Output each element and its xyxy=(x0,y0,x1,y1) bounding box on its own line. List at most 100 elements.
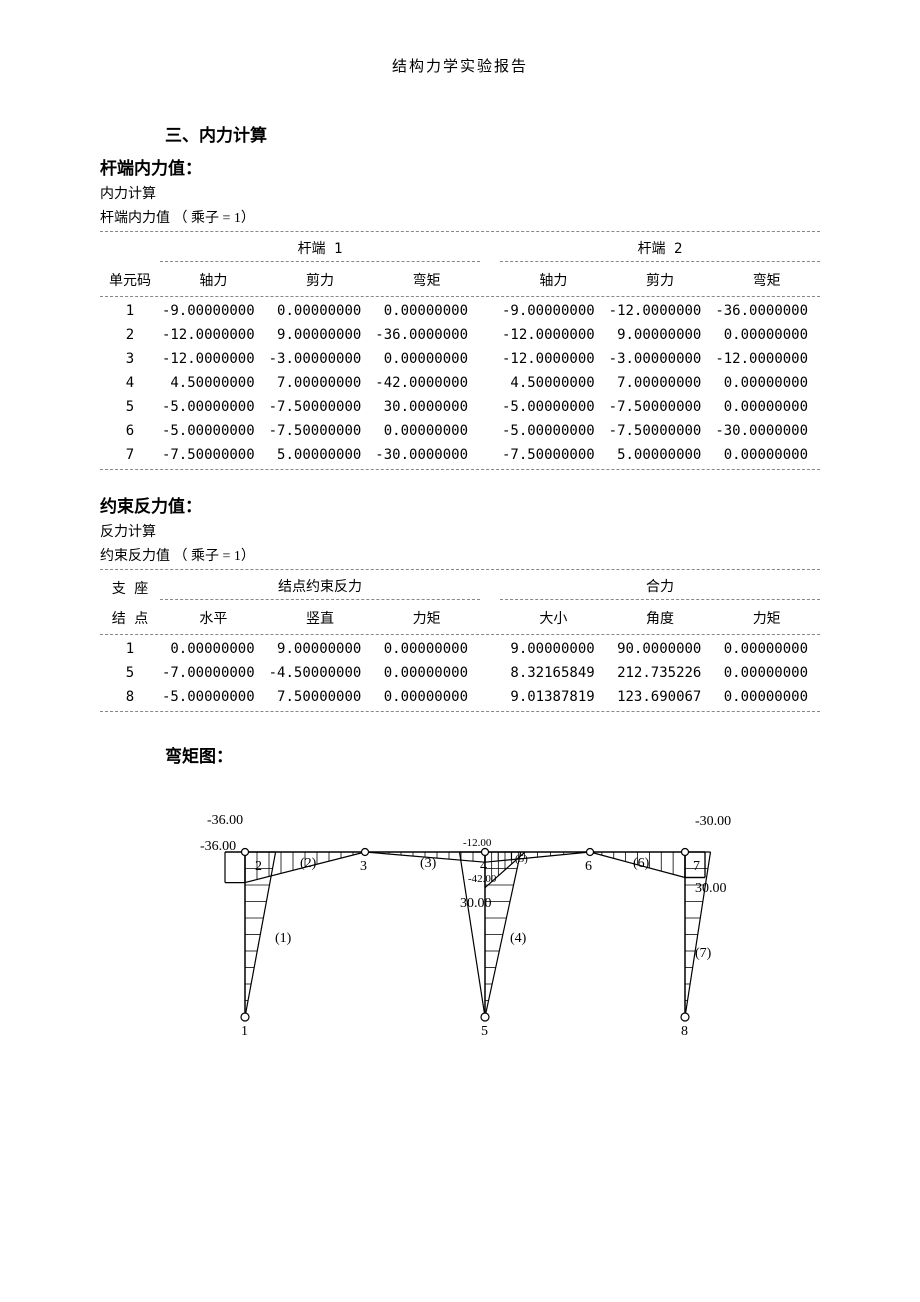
col-h: 水平 xyxy=(160,608,267,628)
row-id: 6 xyxy=(100,423,160,439)
cell: -12.0000000 xyxy=(607,303,714,319)
svg-text:6: 6 xyxy=(585,859,592,874)
svg-text:2: 2 xyxy=(255,859,262,874)
cell: 0.00000000 xyxy=(713,375,820,391)
group-col-2: 杆端 2 xyxy=(500,238,820,262)
cell: 0.00000000 xyxy=(713,447,820,463)
cell: 0.00000000 xyxy=(373,641,480,657)
table-row: 7-7.500000005.00000000-30.0000000-7.5000… xyxy=(100,443,820,467)
table-row: 3 -12.0000000-3.00000000 0.00000000 -12.000… xyxy=(100,347,820,371)
cell: 0.00000000 xyxy=(373,423,480,439)
diagram-title: 弯矩图： xyxy=(165,742,820,767)
cell: -7.50000000 xyxy=(500,447,607,463)
cell: 9.00000000 xyxy=(267,327,374,343)
cell: -7.50000000 xyxy=(607,423,714,439)
cell: 0.00000000 xyxy=(713,641,820,657)
svg-text:(4): (4) xyxy=(510,931,527,946)
svg-text:(5): (5) xyxy=(515,853,528,865)
svg-text:8: 8 xyxy=(681,1024,688,1039)
table2-sub1: 反力计算 xyxy=(100,521,820,541)
moment-diagram-svg: 15823467(2)(3)(5)(6)(1)(4)(7)-36.00-36.0… xyxy=(185,787,735,1047)
row-id: 3 xyxy=(100,351,160,367)
cell: 212.735226 xyxy=(607,665,714,681)
svg-text:-12.00: -12.00 xyxy=(463,837,492,849)
cell: 8.32165849 xyxy=(500,665,607,681)
table-row: 44.500000007.00000000-42.00000004.500000… xyxy=(100,371,820,395)
cell: 0.00000000 xyxy=(713,399,820,415)
row-id: 1 xyxy=(100,641,160,657)
cell: -5.00000000 xyxy=(500,399,607,415)
cell: -42.0000000 xyxy=(373,375,480,391)
col-h: 力矩 xyxy=(713,608,820,628)
cell: 0.00000000 xyxy=(373,665,480,681)
col-h: 大小 xyxy=(500,608,607,628)
cell: 9.00000000 xyxy=(607,327,714,343)
group-col-1: 杆端 1 xyxy=(160,238,480,262)
row-id: 5 xyxy=(100,399,160,415)
divider xyxy=(100,711,820,712)
cell: -7.00000000 xyxy=(160,665,267,681)
cell: 7.50000000 xyxy=(267,689,374,705)
col-h: 剪力 xyxy=(607,270,714,290)
cell: -7.50000000 xyxy=(607,399,714,415)
svg-text:7: 7 xyxy=(693,859,700,874)
row-id: 1 xyxy=(100,303,160,319)
cell: 9.00000000 xyxy=(500,641,607,657)
cell: 5.00000000 xyxy=(607,447,714,463)
table-row: 6-5.00000000-7.500000000.00000000-5.0000… xyxy=(100,419,820,443)
cell: -5.00000000 xyxy=(160,423,267,439)
col-h: 弯矩 xyxy=(373,270,480,290)
col-h: 角度 xyxy=(607,608,714,628)
cell: 0.00000000 xyxy=(373,351,480,367)
cell: 0.00000000 xyxy=(373,303,480,319)
col-h: 弯矩 xyxy=(713,270,820,290)
svg-text:4: 4 xyxy=(480,859,487,874)
section-title: 三、内力计算 xyxy=(165,121,820,146)
svg-text:5: 5 xyxy=(481,1024,488,1039)
cell: 0.00000000 xyxy=(713,689,820,705)
cell: -12.0000000 xyxy=(500,327,607,343)
svg-text:3: 3 xyxy=(360,859,367,874)
divider xyxy=(100,296,820,297)
cell: -30.0000000 xyxy=(373,447,480,463)
row-id: 7 xyxy=(100,447,160,463)
col-h: 力矩 xyxy=(373,608,480,628)
table-row: 5-7.00000000-4.500000000.000000008.32165… xyxy=(100,661,820,685)
col-h: 剪力 xyxy=(267,270,374,290)
table2-sub2: 约束反力值 （ 乘子 = 1） xyxy=(100,545,820,565)
cell: 0.00000000 xyxy=(713,327,820,343)
cell: -12.0000000 xyxy=(500,351,607,367)
svg-text:-36.00: -36.00 xyxy=(200,839,236,854)
table1: 杆端 1 杆端 2 单元码 轴力 剪力 弯矩 轴力 剪力 弯矩 1 -9.0000… xyxy=(100,234,820,470)
svg-text:(6): (6) xyxy=(633,856,650,871)
table1-sub2: 杆端内力值 （ 乘子 = 1） xyxy=(100,207,820,227)
moment-diagram: 15823467(2)(3)(5)(6)(1)(4)(7)-36.00-36.0… xyxy=(185,787,735,1052)
table-row: 10.000000009.000000000.000000009.0000000… xyxy=(100,637,820,661)
svg-text:1: 1 xyxy=(241,1024,248,1039)
cell: 9.01387819 xyxy=(500,689,607,705)
svg-text:-42.00: -42.00 xyxy=(468,873,497,885)
cell: -7.50000000 xyxy=(267,423,374,439)
cell: 123.690067 xyxy=(607,689,714,705)
table1-sub1: 内力计算 xyxy=(100,183,820,203)
svg-text:(3): (3) xyxy=(420,856,437,871)
table1-body: 1-9.000000000.000000000.00000000-9.00000… xyxy=(100,299,820,467)
cell: -12.0000000 xyxy=(713,351,820,367)
cell: -9.00000000 xyxy=(500,303,607,319)
cell: -3.00000000 xyxy=(607,351,714,367)
cell: -36.0000000 xyxy=(373,327,480,343)
table-row: 1-9.000000000.000000000.00000000-9.00000… xyxy=(100,299,820,323)
svg-text:(7): (7) xyxy=(695,946,712,961)
col-h: 轴力 xyxy=(160,270,267,290)
svg-text:30.00: 30.00 xyxy=(695,881,727,896)
cell: 0.00000000 xyxy=(160,641,267,657)
cell: 0.00000000 xyxy=(267,303,374,319)
cell: 7.00000000 xyxy=(267,375,374,391)
table-row: 5-5.00000000-7.5000000030.0000000-5.0000… xyxy=(100,395,820,419)
divider xyxy=(100,634,820,635)
svg-text:(2): (2) xyxy=(300,856,317,871)
table1-title: 杆端内力值： xyxy=(100,154,820,179)
cell: 4.50000000 xyxy=(500,375,607,391)
cell: 30.0000000 xyxy=(373,399,480,415)
table1-col-header: 单元码 轴力 剪力 弯矩 轴力 剪力 弯矩 xyxy=(100,266,820,294)
